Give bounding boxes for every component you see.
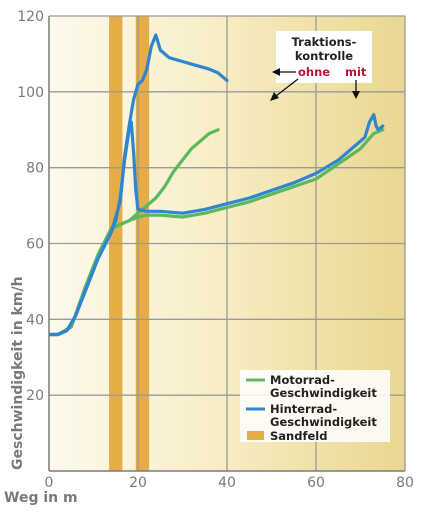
legend-swatch-sandfeld — [247, 431, 264, 440]
legend-label-sandfeld: Sandfeld — [270, 429, 327, 443]
tick-labels: 0 20 40 60 80 20 40 60 80 100 120 — [17, 9, 414, 491]
y-tick-label: 40 — [26, 312, 44, 328]
annotation-ohne: ohne — [298, 65, 330, 79]
y-tick-label: 20 — [26, 388, 44, 404]
y-tick-label: 120 — [17, 9, 44, 25]
annotation-title-line2: kontrolle — [295, 49, 353, 63]
arrow-mit-down — [352, 80, 360, 99]
y-tick-label: 100 — [17, 85, 44, 101]
annotation-box — [276, 31, 372, 83]
legend-label-motorrad-2: Geschwindigkeit — [270, 386, 377, 400]
arrow-ohne-left — [272, 68, 296, 76]
x-tick-label: 80 — [396, 475, 414, 491]
annotation-mit: mit — [345, 65, 367, 79]
series-lines — [49, 33, 385, 337]
y-tick-label: 80 — [26, 161, 44, 177]
hinterrad-geschwindigkeit-line-mit — [49, 113, 385, 337]
legend-label-motorrad-1: Motorrad- — [270, 373, 335, 387]
legend: Motorrad- Geschwindigkeit Hinterrad- Ges… — [240, 370, 390, 443]
x-tick-label: 60 — [307, 475, 325, 491]
y-axis-title: Geschwindigkeit in km/h — [10, 276, 26, 470]
x-tick-label: 40 — [218, 475, 236, 491]
x-axis-title: Weg in m — [4, 490, 78, 506]
annotation-title-line1: Traktions- — [292, 35, 357, 49]
y-tick-label: 60 — [26, 237, 44, 253]
legend-label-hinterrad-1: Hinterrad- — [270, 402, 337, 416]
legend-label-hinterrad-2: Geschwindigkeit — [270, 415, 377, 429]
traction-control-annotation: Traktions- kontrolle ohne mit — [270, 31, 372, 101]
legend-box — [240, 370, 390, 442]
x-tick-label: 20 — [129, 475, 147, 491]
x-tick-label: 0 — [45, 475, 54, 491]
arrow-ohne-down — [270, 78, 299, 101]
